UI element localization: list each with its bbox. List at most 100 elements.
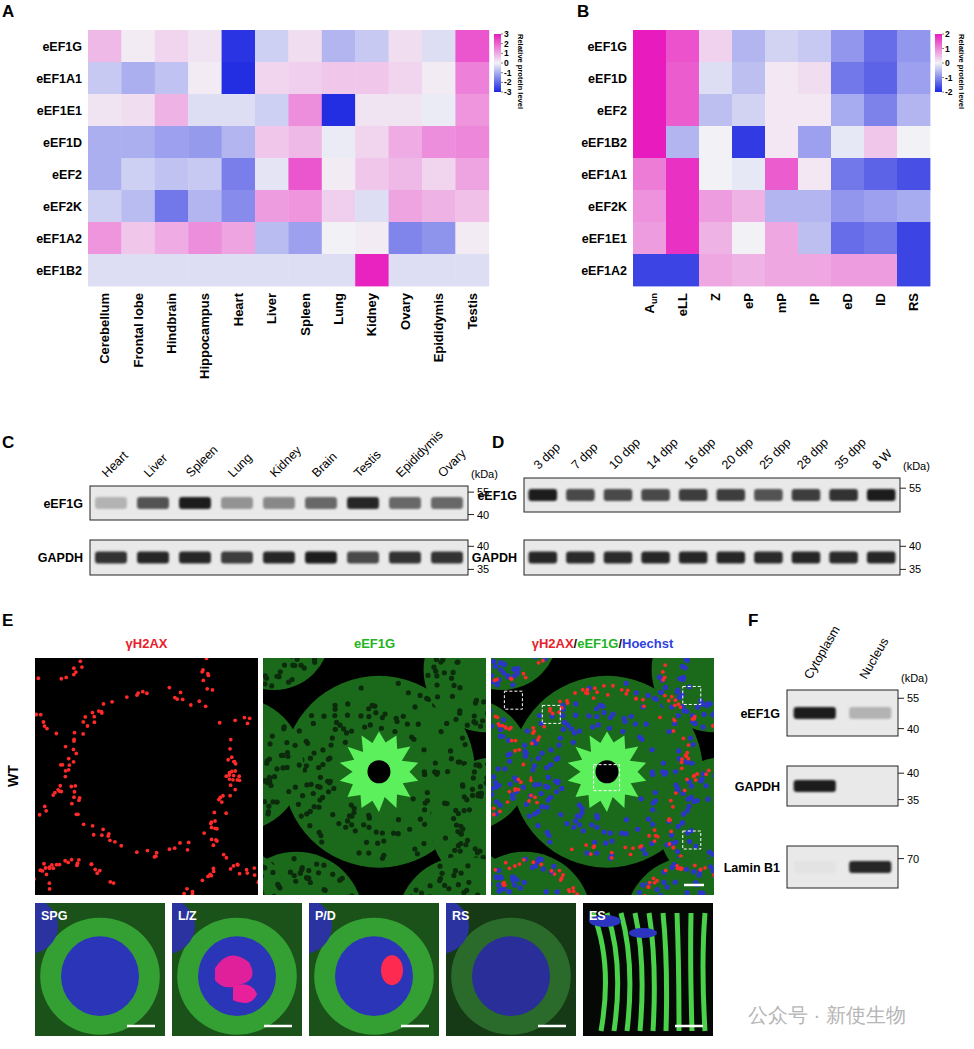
gh2ax-focus — [81, 732, 85, 736]
blot-box — [787, 846, 898, 888]
nucleus — [473, 762, 478, 767]
colorbar-tick-label: -3 — [504, 87, 512, 97]
nucleus — [276, 883, 281, 888]
micrograph — [263, 658, 486, 895]
inset-image — [35, 903, 165, 1036]
heatmap-cell — [765, 126, 798, 158]
nucleus — [472, 713, 477, 718]
nucleus — [396, 817, 401, 822]
heatmap-cell — [355, 190, 389, 222]
heatmap-cell — [864, 62, 897, 94]
lumen — [595, 760, 618, 783]
mw-tick — [898, 728, 904, 729]
lane-label: Spleen — [183, 443, 220, 480]
nucleus — [507, 759, 512, 764]
nucleus — [573, 818, 578, 823]
band — [794, 707, 836, 719]
heatmap-cell — [88, 126, 122, 158]
nucleus — [332, 703, 337, 708]
gh2ax-focus — [675, 864, 679, 868]
gh2ax-focus — [210, 874, 214, 878]
gh2ax-focus — [54, 732, 58, 736]
nucleus — [705, 701, 710, 706]
nucleus — [680, 677, 685, 682]
gh2ax-focus — [233, 769, 237, 773]
gh2ax-focus — [674, 791, 678, 795]
tubule — [397, 857, 486, 895]
nucleus — [300, 865, 305, 870]
gh2ax-focus — [59, 677, 63, 681]
heatmap-cell — [422, 190, 456, 222]
heatmap-cell — [732, 222, 765, 254]
nucleus — [444, 721, 449, 726]
nucleus — [274, 766, 279, 771]
nucleus — [353, 828, 358, 833]
cell-cytoplasm — [177, 918, 297, 1035]
nucleus — [341, 726, 346, 731]
nucleus — [456, 882, 461, 887]
colorbar-tick — [501, 82, 503, 83]
column-label: eP — [741, 293, 756, 309]
gh2ax-focus — [634, 697, 638, 701]
nucleus — [532, 763, 537, 768]
heatmap-cell — [455, 190, 489, 222]
band — [849, 780, 891, 792]
inset-image — [309, 903, 439, 1036]
nucleus — [356, 850, 361, 855]
nucleus — [321, 714, 326, 719]
nucleus — [359, 685, 364, 690]
image-bg — [35, 658, 258, 895]
gh2ax-focus — [72, 666, 76, 670]
nucleus — [532, 782, 537, 787]
gh2ax-focus — [35, 713, 38, 717]
nucleus — [698, 890, 703, 895]
mw-label: 55 — [907, 692, 919, 704]
nucleus — [607, 726, 612, 731]
nucleus — [521, 785, 526, 790]
gh2ax-focus — [671, 846, 675, 850]
column-label: Hippocampus — [197, 293, 212, 379]
heatmap-cell — [897, 222, 930, 254]
nucleus — [533, 658, 538, 659]
heatmap-cell — [121, 254, 155, 286]
row-label: eEF1A2 — [36, 232, 82, 246]
nucleus — [639, 796, 644, 801]
nucleus — [437, 864, 442, 869]
gh2ax-focus — [626, 688, 630, 692]
nucleus — [491, 881, 492, 886]
nucleus — [564, 821, 569, 826]
gh2ax-focus — [213, 819, 217, 823]
nucleus — [444, 801, 449, 806]
nucleus — [610, 712, 615, 717]
gh2ax-focus — [48, 887, 52, 891]
gh2ax-focus — [558, 869, 562, 873]
nucleus — [284, 765, 289, 770]
gh2ax-focus — [238, 872, 242, 876]
heatmap-cell — [455, 158, 489, 190]
band — [794, 861, 836, 873]
nucleus — [422, 822, 427, 827]
gh2ax-focus — [246, 722, 250, 726]
heatmap-cell — [188, 30, 222, 62]
gh2ax-focus — [589, 852, 593, 856]
mw-label: 40 — [909, 540, 921, 552]
nucleus — [686, 796, 691, 801]
gh2ax-focus — [663, 663, 667, 667]
gh2ax-focus — [507, 790, 511, 794]
nucleus — [463, 842, 468, 847]
column-label: Kidney — [364, 292, 379, 336]
gh2ax-focus — [671, 846, 675, 850]
gh2ax-focus — [230, 755, 234, 759]
heatmap-cell — [897, 190, 930, 222]
nucleus — [539, 750, 544, 755]
gh2ax-focus — [205, 687, 209, 691]
scale-bar — [401, 1025, 429, 1028]
colorbar-tick-label: 0 — [504, 58, 509, 68]
heatmap-cell — [322, 222, 356, 254]
nucleus — [364, 840, 369, 845]
heatmap-cell — [699, 30, 732, 62]
heatmap-cell — [121, 62, 155, 94]
nucleus — [306, 868, 311, 873]
nucleus — [304, 875, 309, 880]
nucleus — [471, 775, 476, 780]
